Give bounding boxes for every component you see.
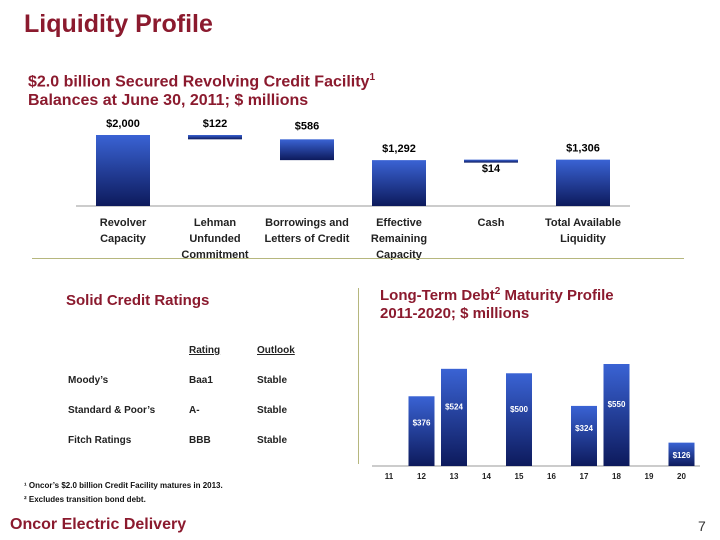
tick-label: 18	[612, 472, 621, 481]
category-label: Capacity	[376, 249, 423, 260]
tick-label: 19	[645, 472, 654, 481]
tick-label: 15	[515, 472, 524, 481]
outlook-value: Stable	[257, 435, 288, 446]
category-label: Lehman	[194, 217, 236, 229]
ratings-table: Rating Outlook Moody’s Baa1 Stable Stand…	[68, 345, 328, 465]
rating-value: BBB	[189, 435, 211, 446]
bar	[372, 160, 426, 206]
bar	[571, 405, 597, 466]
bar	[506, 373, 532, 466]
outlook-value: Stable	[257, 405, 288, 416]
category-label: Letters of Credit	[265, 233, 350, 245]
tick-label: 20	[677, 472, 686, 481]
rating-header: Rating	[189, 345, 221, 356]
category-label: Cash	[478, 217, 505, 229]
category-label: Total Available	[545, 217, 621, 229]
bar	[464, 159, 518, 163]
data-label: $122	[203, 118, 227, 130]
debt-title-line-1: Long-Term Debt2 Maturity Profile	[380, 283, 614, 305]
outlook-value: Stable	[257, 375, 288, 386]
data-label: $500	[510, 405, 528, 414]
tick-label: 17	[580, 472, 589, 481]
ratings-header-row: Rating Outlook	[68, 345, 328, 375]
ratings-title: Solid Credit Ratings	[66, 292, 210, 309]
footnotes: ¹ Oncor’s $2.0 billion Credit Facility m…	[24, 481, 223, 509]
waterfall-chart: $2,000 Revolver Capacity $122 Lehman Unfunded…	[76, 118, 630, 260]
bar	[556, 159, 610, 206]
horizontal-divider	[32, 258, 684, 259]
data-label: $1,292	[382, 143, 416, 155]
bar	[188, 135, 242, 140]
tick-label: 16	[547, 472, 556, 481]
rating-value: A-	[189, 405, 200, 416]
tick-label: 12	[417, 472, 426, 481]
data-label: $2,000	[106, 118, 140, 130]
debt-title: Long-Term Debt2 Maturity Profile 2011-20…	[380, 283, 614, 323]
data-label: $550	[608, 400, 626, 409]
brand-name: Oncor Electric Delivery	[10, 516, 187, 533]
data-label: $586	[295, 120, 319, 132]
footnote-1: ¹ Oncor’s $2.0 billion Credit Facility m…	[24, 481, 223, 490]
bar	[96, 135, 150, 206]
category-label: Unfunded	[189, 233, 240, 245]
debt-title-line-2: 2011-2020; $ millions	[380, 305, 530, 322]
tick-label: 14	[482, 472, 491, 481]
table-row: Standard & Poor’s A- Stable	[68, 405, 328, 435]
subtitle-line-2: Balances at June 30, 2011; $ millions	[28, 92, 309, 110]
bar	[280, 139, 334, 161]
bar	[603, 364, 630, 466]
category-label: Commitment	[181, 249, 249, 260]
bar	[441, 368, 467, 466]
rating-value: Baa1	[189, 375, 213, 386]
agency-name: Standard & Poor’s	[68, 405, 156, 416]
table-row: Fitch Ratings BBB Stable	[68, 435, 328, 465]
outlook-header: Outlook	[257, 345, 295, 356]
vertical-divider	[358, 288, 359, 464]
chart-subtitle: $2.0 billion Secured Revolving Credit Fa…	[28, 68, 375, 110]
agency-name: Moody’s	[68, 375, 109, 386]
table-row: Moody’s Baa1 Stable	[68, 375, 328, 405]
data-label: $14	[482, 163, 501, 175]
bar	[408, 396, 435, 466]
subtitle-line-1: $2.0 billion Secured Revolving Credit Fa…	[28, 68, 375, 91]
category-label: Revolver	[100, 217, 147, 229]
category-label: Capacity	[100, 233, 147, 245]
data-label: $324	[575, 424, 593, 433]
page-number: 7	[698, 518, 706, 534]
footnote-ref-2: 2	[494, 286, 501, 297]
category-label: Remaining	[371, 233, 427, 245]
category-label: Borrowings and	[265, 217, 349, 229]
debt-title-text-rest: Maturity Profile	[500, 287, 614, 304]
debt-title-text: Long-Term Debt	[380, 287, 495, 304]
bar	[668, 442, 695, 466]
subtitle-line-1-text: $2.0 billion Secured Revolving Credit Fa…	[28, 73, 370, 91]
footnote-ref-1: 1	[369, 72, 375, 83]
page-title: Liquidity Profile	[24, 10, 213, 38]
tick-label: 13	[450, 472, 459, 481]
category-label: Effective	[376, 217, 422, 229]
category-label: Liquidity	[560, 233, 607, 245]
data-label: $126	[673, 451, 691, 460]
maturity-chart: 11 $376 12 $524 13 14 $500 15 16 $324 17 $550 18 19 $1…	[372, 364, 700, 481]
agency-name: Fitch Ratings	[68, 435, 132, 446]
tick-label: 11	[385, 472, 394, 481]
data-label: $376	[413, 419, 431, 428]
footnote-2: ² Excludes transition bond debt.	[24, 495, 146, 504]
data-label: $524	[445, 403, 463, 412]
data-label: $1,306	[566, 143, 600, 155]
